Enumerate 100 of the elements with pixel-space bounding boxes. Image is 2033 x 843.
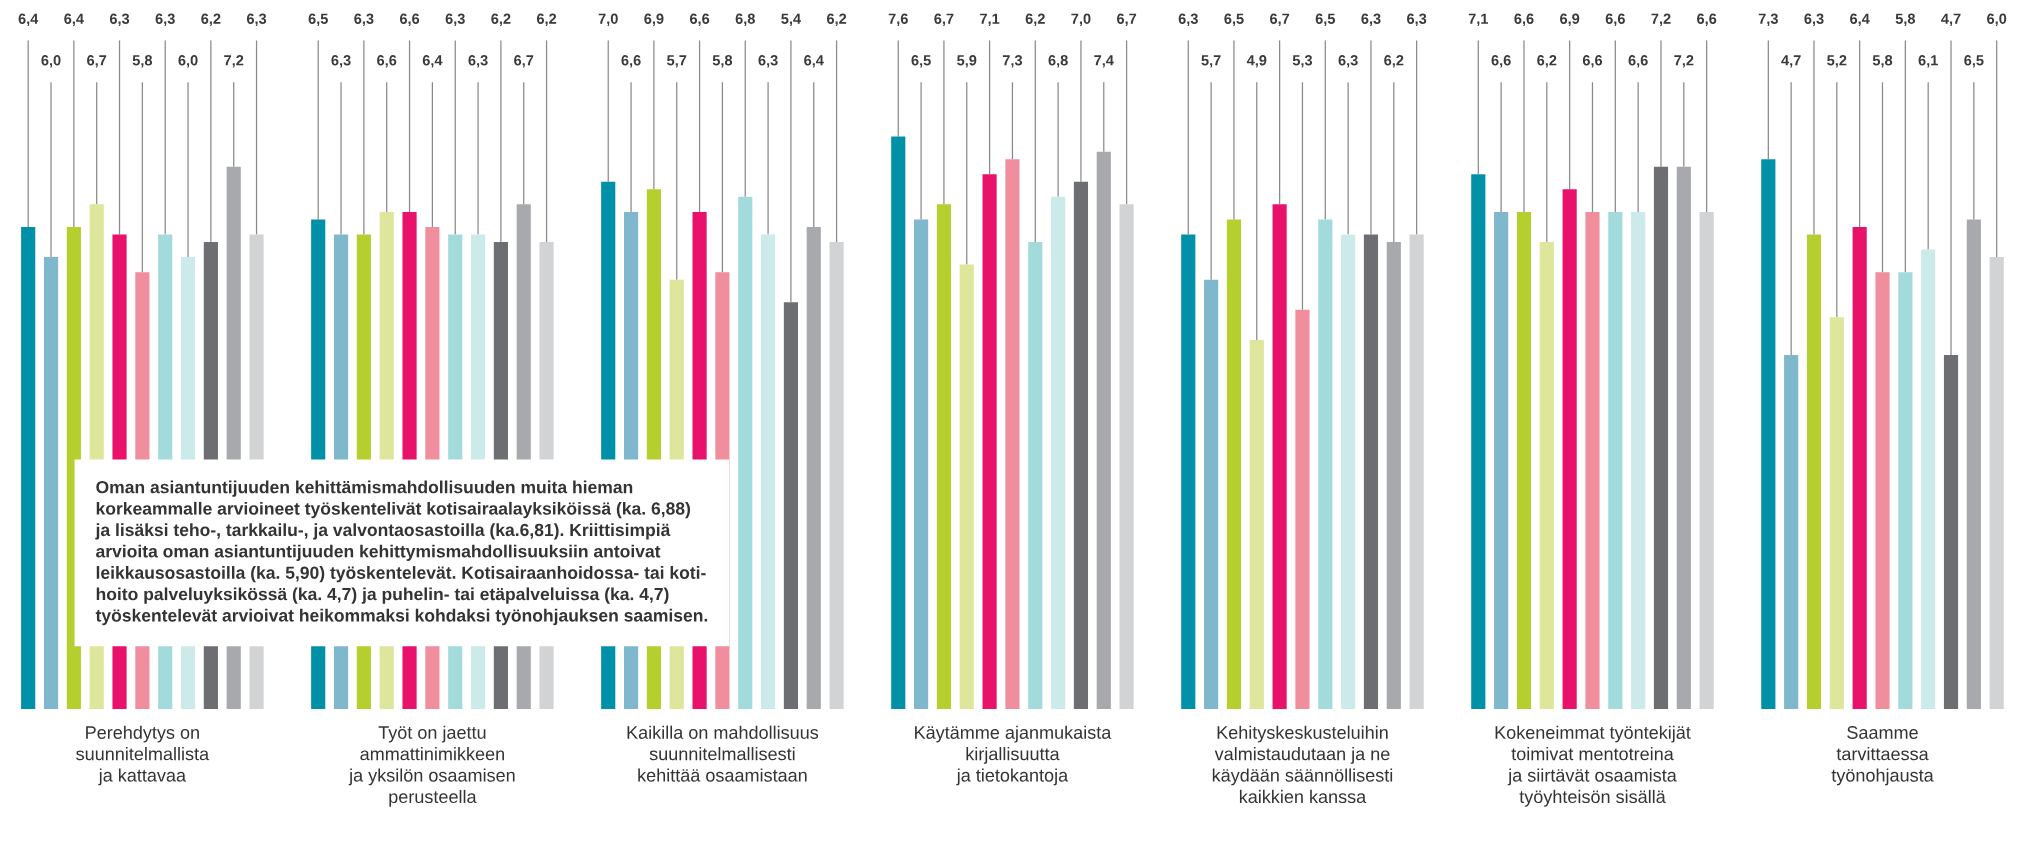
data-label: 6,5 <box>1964 55 1984 68</box>
bar <box>1494 211 1509 709</box>
data-label: 6,3 <box>1804 13 1824 26</box>
x-tick-label: Kokeneimmat työntekijät toimivat mentotreina ja siirtävät osaamista työyhteisön sisällä <box>1495 725 1691 807</box>
bar <box>1631 211 1646 709</box>
x-tick-label: Työt on jaettu ammattinimikkeen ja yksilön osaamisen perusteella <box>348 725 515 807</box>
data-label: 6,4 <box>422 55 443 68</box>
bar <box>1181 234 1196 709</box>
data-label: 6,4 <box>64 13 84 26</box>
data-label: 5,3 <box>1292 55 1313 68</box>
bar <box>1516 211 1532 709</box>
bar <box>1608 211 1623 709</box>
data-label: 5,8 <box>1895 13 1916 26</box>
bar <box>982 174 997 709</box>
data-label: 6,4 <box>1850 13 1870 26</box>
bar <box>891 136 906 709</box>
bar <box>1005 159 1020 709</box>
bar <box>43 257 59 709</box>
data-label: 6,7 <box>514 55 534 68</box>
data-label: 6,3 <box>1361 13 1381 26</box>
bar <box>1051 196 1066 709</box>
data-label: 6,6 <box>689 13 710 26</box>
x-tick-label: Perehdytys on suunnitelmallista ja kattavaa <box>76 725 210 786</box>
data-label: 7,6 <box>888 13 908 26</box>
bar <box>1539 242 1554 709</box>
x-tick-label: Kaikilla on mahdollisuus suunnitelmallisesti kehittää osaamistaan <box>627 725 819 782</box>
data-label: 6,6 <box>1491 55 1511 68</box>
bar <box>1676 166 1691 709</box>
bar <box>936 204 951 709</box>
data-label: 7,3 <box>1758 13 1778 26</box>
bar <box>1875 272 1890 709</box>
data-label: 4,7 <box>1941 13 1961 26</box>
bar <box>1943 354 1959 709</box>
data-label: 6,3 <box>758 55 778 68</box>
data-label: 4,7 <box>1781 55 1801 68</box>
data-label: 6,5 <box>308 13 328 26</box>
data-label: 6,3 <box>354 13 374 26</box>
data-label: 6,7 <box>1270 13 1290 26</box>
data-label: 7,1 <box>980 13 1000 26</box>
data-label: 6,0 <box>1987 13 2007 26</box>
bar <box>1409 234 1424 709</box>
data-label: 6,3 <box>1338 55 1358 68</box>
data-label: 6,2 <box>1384 55 1404 68</box>
data-label: 7,2 <box>1674 55 1694 68</box>
x-tick-label: Saamme tarvittaessa työnohjausta <box>1831 726 1934 786</box>
data-label: 6,3 <box>109 13 130 26</box>
data-label: 5,8 <box>712 55 733 68</box>
bar <box>1272 204 1287 709</box>
data-label: 6,8 <box>1048 55 1068 68</box>
bar <box>1852 226 1867 709</box>
data-label: 6,6 <box>399 13 420 26</box>
data-label: 6,7 <box>1117 13 1137 26</box>
bar <box>959 264 974 709</box>
data-label: 6,3 <box>1178 13 1198 26</box>
bar <box>1898 272 1913 709</box>
data-label: 6,2 <box>826 13 847 26</box>
bar <box>1028 242 1043 709</box>
data-label: 6,4 <box>18 13 39 26</box>
bar <box>1386 242 1401 709</box>
data-label: 6,2 <box>1025 13 1045 26</box>
bar <box>1784 354 1799 709</box>
bar <box>1341 234 1356 709</box>
data-label: 5,2 <box>1827 55 1847 68</box>
data-label: 7,0 <box>1071 13 1091 26</box>
data-label: 6,2 <box>1537 55 1557 68</box>
data-label: 6,3 <box>468 55 488 68</box>
data-label: 6,6 <box>1605 13 1625 26</box>
data-label: 7,3 <box>1002 55 1023 68</box>
data-label: 6,3 <box>1407 13 1427 26</box>
data-label: 5,8 <box>1872 55 1893 68</box>
bar <box>806 226 821 709</box>
data-label: 6,9 <box>644 13 664 26</box>
bar <box>1073 181 1089 709</box>
data-label: 6,1 <box>1918 55 1938 68</box>
bar <box>1226 219 1242 709</box>
bar <box>783 302 798 709</box>
data-label: 6,2 <box>201 13 221 26</box>
data-label: 6,0 <box>178 55 198 68</box>
data-label: 5,4 <box>781 13 801 26</box>
data-label: 6,6 <box>1697 13 1717 26</box>
data-label: 6,2 <box>536 13 557 26</box>
bar <box>1119 204 1134 709</box>
data-label: 6,7 <box>934 13 954 26</box>
bar <box>1471 174 1486 709</box>
data-label: 6,6 <box>1514 13 1534 26</box>
bar <box>761 234 776 709</box>
bar <box>914 219 929 709</box>
data-label: 6,5 <box>1315 13 1336 26</box>
annotation: Oman asiantuntijuuden kehittämismahdollisuuden muita hieman korkeammalle arvioineet työskentelivät kotisairaalayksiköissä (ka. 6,88) ja lisäksi teho-, tarkkailu-, ja valvontaosastoilla (ka.6,81). Kriittisimpiä arvioita oman asiantuntijuuden kehittymismahdollisuuksiin antoivat leikkausosastoilla (ka. 5,90) työskentelevät. Kotisairaanhoidossa- tai koti- hoito palveluyksikössä (ka. 4,7) ja puhelin- tai etäpalveluissa (ka. 4,7) työskentelevät arvioivat heikommaksi kohdaksi työnohjauksen saamisen. <box>95 480 708 626</box>
bar <box>1653 166 1669 709</box>
data-label: 5,9 <box>957 55 977 68</box>
x-tick-label: Käytämme ajanmukaista kirjallisuutta ja tietokantoja <box>915 725 1112 786</box>
bar <box>1699 211 1714 709</box>
data-label: 4,9 <box>1246 55 1267 68</box>
bar <box>1318 219 1333 709</box>
bar <box>1761 159 1776 709</box>
bar <box>1806 234 1822 709</box>
data-label: 7,4 <box>1094 55 1114 68</box>
bar <box>1989 257 2004 709</box>
data-label: 5,7 <box>1201 55 1221 68</box>
